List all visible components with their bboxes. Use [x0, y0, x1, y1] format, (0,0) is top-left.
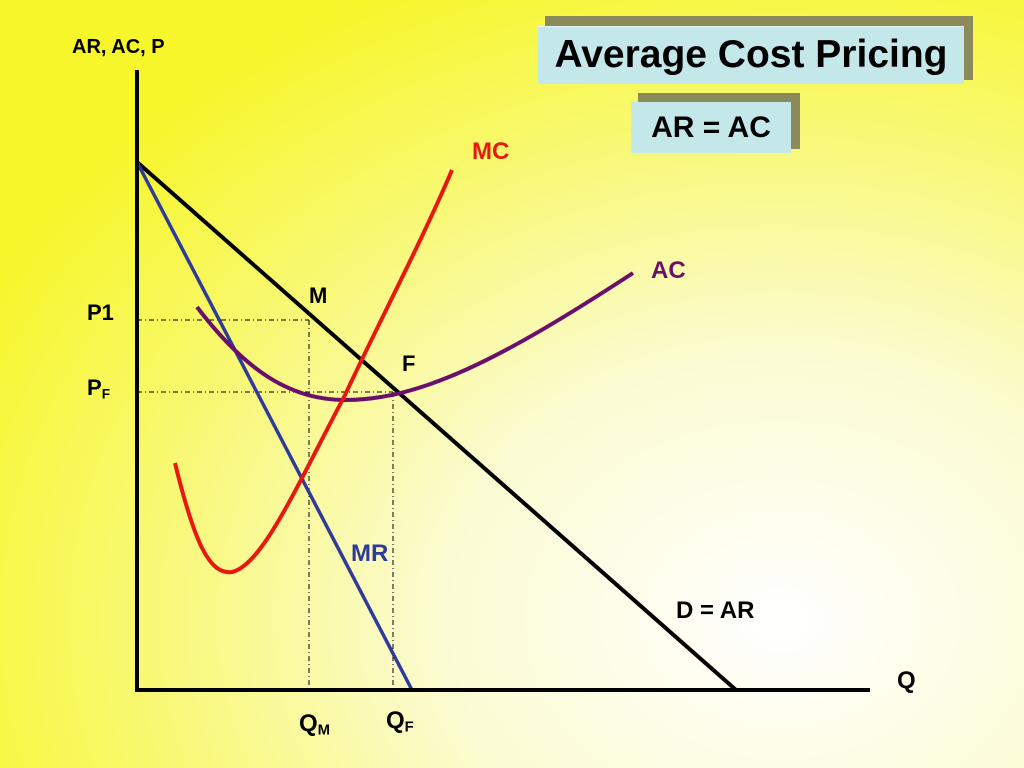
price-p1-label: P1 — [87, 300, 114, 325]
demand-curve — [135, 160, 738, 692]
quantity-qf-sub: F — [404, 719, 414, 736]
x-axis-label: Q — [897, 667, 916, 694]
quantity-qf-main: Q — [386, 707, 405, 734]
quantity-qm-sub: M — [317, 722, 331, 739]
mr-label: MR — [351, 540, 389, 567]
quantity-qf-label: QF — [386, 707, 414, 736]
ac-label: AC — [651, 257, 686, 284]
quantity-qm-main: Q — [299, 710, 318, 737]
mc-curve — [173, 169, 454, 575]
equation-label: AR = AC — [631, 102, 791, 153]
y-axis-label: AR, AC, P — [72, 36, 165, 58]
price-pf-main: P — [87, 375, 102, 400]
price-pf-sub: F — [101, 386, 111, 402]
point-f-label: F — [402, 351, 416, 376]
quantity-qm-label: QM — [299, 710, 330, 739]
price-pf-label: PF — [87, 375, 110, 401]
demand-label: D = AR — [676, 597, 755, 624]
page-title: Average Cost Pricing — [538, 26, 964, 84]
point-m-label: M — [309, 283, 328, 308]
mr-curve — [135, 161, 414, 691]
mc-label: MC — [472, 138, 510, 165]
ac-curve — [195, 271, 635, 403]
